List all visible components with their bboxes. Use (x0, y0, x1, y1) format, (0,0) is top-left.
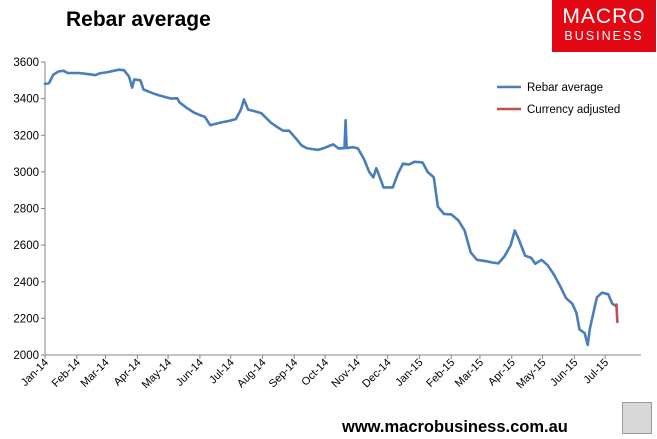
x-tick-label: Apr-15 (486, 357, 518, 389)
wolf-mascot-icon (622, 402, 652, 434)
y-tick-label: 2600 (13, 240, 39, 252)
x-tick-label: Sep-14 (267, 357, 301, 391)
x-tick-label: Oct-14 (299, 357, 331, 389)
x-tick-label: Apr-14 (112, 357, 144, 389)
series-line-currency-adjusted (614, 303, 619, 324)
x-tick-label: Jun-15 (548, 357, 580, 389)
legend-label: Rebar average (527, 82, 603, 94)
y-tick-label: 3400 (13, 94, 39, 106)
chart-title: Rebar average (66, 8, 211, 31)
x-tick-label: Aug-14 (235, 357, 269, 391)
x-tick-label: Nov-14 (329, 357, 363, 391)
legend-label: Currency adjusted (527, 104, 620, 116)
x-tick-label: Mar-15 (453, 357, 486, 390)
x-tick-label: Dec-14 (360, 357, 394, 391)
x-tick-label: Feb-15 (424, 357, 457, 390)
y-tick-label: 2000 (13, 350, 39, 362)
y-tick-label: 2400 (13, 277, 39, 289)
y-tick-label: 3200 (13, 130, 39, 142)
y-tick-label: 3000 (13, 167, 39, 179)
y-tick-label: 2800 (13, 204, 39, 216)
x-tick-label: May-14 (140, 357, 174, 391)
y-tick-label: 3600 (13, 57, 39, 69)
y-tick-label: 2200 (13, 313, 39, 325)
x-tick-label: Mar-14 (79, 357, 112, 390)
x-tick-label: Jul-14 (207, 357, 237, 387)
logo-line-1: MACRO (562, 5, 646, 28)
x-tick-label: Feb-14 (50, 357, 83, 390)
footer-url: www.macrobusiness.com.au (342, 418, 568, 436)
x-tick-label: May-15 (514, 357, 548, 391)
x-tick-label: Jun-14 (174, 357, 206, 389)
x-tick-label: Jul-15 (582, 357, 612, 387)
macrobusiness-logo: MACRO BUSINESS (552, 0, 656, 52)
series-line-rebar-average (43, 68, 617, 347)
logo-line-2: BUSINESS (564, 29, 644, 43)
x-tick-label: Jan-15 (393, 357, 425, 389)
